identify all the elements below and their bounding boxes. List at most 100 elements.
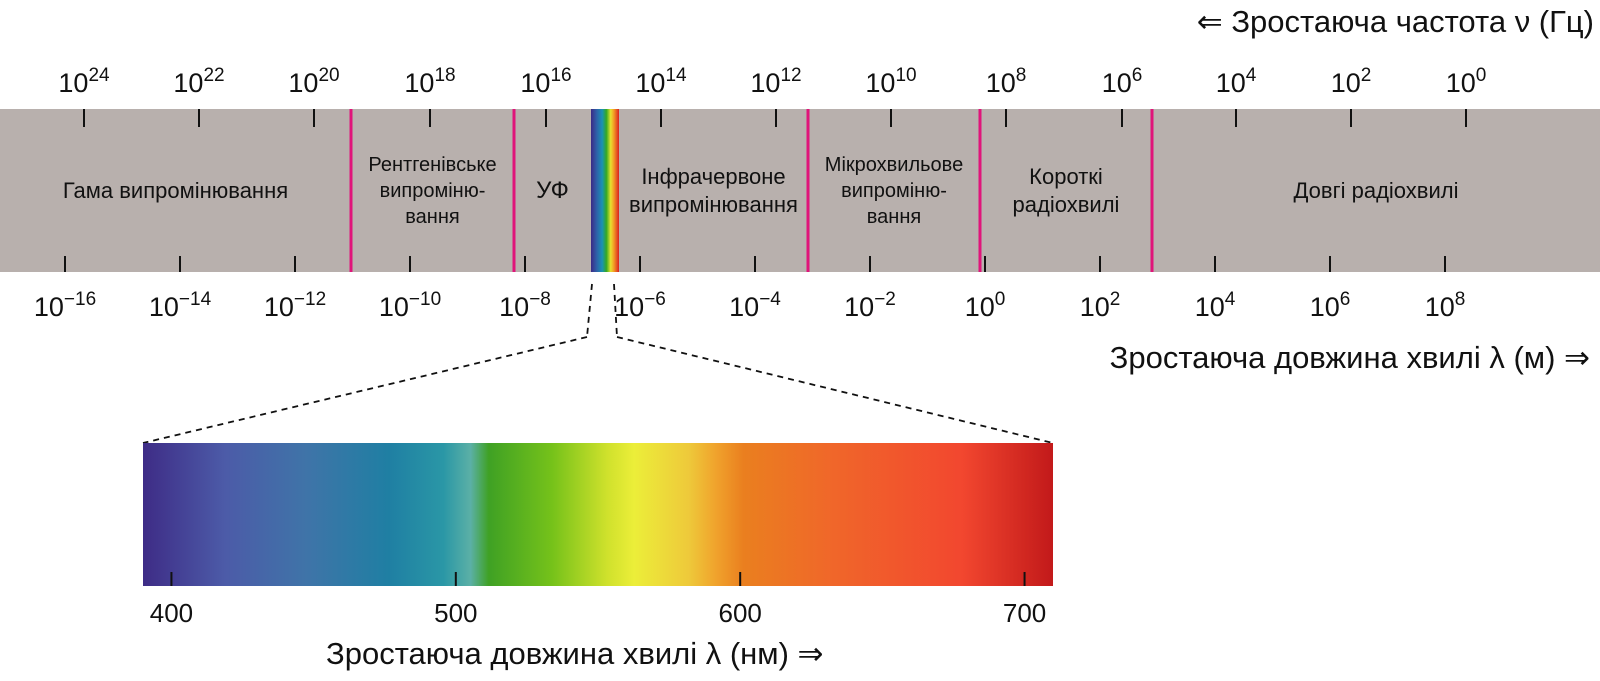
wavelength-tick-label-exponent: −14	[178, 289, 212, 310]
wavelength-tick-label-base: 10	[1424, 292, 1455, 322]
region-label-text: Інфрачервоне випромінювання	[629, 163, 798, 219]
region-label-line: вання	[866, 205, 922, 228]
frequency-tick-label: 1020	[288, 65, 340, 98]
region-label-text: Рентгенівське випроміню-вання	[368, 152, 496, 230]
frequency-tick-label-exponent: 8	[1015, 65, 1027, 86]
wavelength-tick-marks	[64, 256, 1446, 272]
frequency-tick-label: 102	[1330, 66, 1372, 98]
wavelength-tick-label-base: 10	[614, 292, 645, 322]
zoom-guide-line	[616, 336, 1054, 444]
region-label-line: випромінювання	[629, 191, 798, 217]
region-label-line: випроміню-	[379, 179, 486, 202]
zoom-guide-line	[142, 336, 588, 444]
wavelength-tick-label-base: 10	[263, 292, 294, 322]
zoom-guide-lines	[142, 283, 1054, 444]
nm-axis-title: Зростаюча довжина хвилі λ (нм) ⇒	[326, 636, 824, 671]
region-label-line: радіохвилі	[1012, 191, 1120, 217]
region-label-line: Мікрохвильове	[824, 153, 964, 176]
frequency-tick-label: 1022	[173, 65, 225, 98]
wavelength-tick-label: 106	[1309, 289, 1351, 322]
frequency-tick-label-exponent: 24	[88, 65, 110, 86]
frequency-tick-label-base: 10	[288, 68, 319, 98]
wavelength-tick-label-exponent: 8	[1454, 289, 1466, 310]
region-label-text: Гама випромінювання	[63, 177, 288, 205]
region-label-line: Гама випромінювання	[62, 177, 289, 203]
frequency-tick-label-base: 10	[1330, 68, 1361, 98]
region-label-line: вання	[405, 205, 460, 228]
wavelength-tick-label-exponent: 2	[1109, 289, 1121, 310]
frequency-tick-marks	[83, 109, 1467, 127]
region-label-text: Довгі радіохвилі	[1294, 177, 1459, 205]
region-short-radio: Короткі радіохвилі	[980, 109, 1152, 272]
frequency-tick-label-base: 10	[1215, 68, 1246, 98]
frequency-tick-label-exponent: 6	[1131, 65, 1143, 86]
region-boundaries	[349, 109, 1154, 272]
region-label-text: Короткі радіохвилі	[1013, 163, 1120, 219]
wavelength-tick-label: 10−14	[148, 289, 212, 322]
region-label-line: Довгі радіохвилі	[1293, 177, 1459, 203]
region-xray: Рентгенівське випроміню-вання	[351, 109, 514, 272]
wavelength-tick-label-exponent: −2	[874, 289, 896, 310]
wavelength-tick-label-base: 10	[964, 292, 995, 322]
region-uv: УФ	[514, 109, 591, 272]
region-label-text: Мікрохвильове випроміню-вання	[825, 152, 963, 230]
frequency-tick-label-exponent: 20	[318, 65, 340, 86]
frequency-tick-label: 1016	[520, 65, 572, 98]
frequency-tick-label-base: 10	[404, 68, 435, 98]
wavelength-tick-label: 10−4	[729, 289, 781, 322]
wavelength-tick-label: 10−6	[614, 290, 666, 322]
wavelength-tick-label-exponent: −16	[63, 289, 97, 310]
wavelength-tick-label-exponent: −4	[759, 289, 781, 310]
region-long-radio: Довгі радіохвилі	[1152, 109, 1600, 272]
region-label-line: Інфрачервоне	[641, 163, 786, 189]
wavelength-tick-label-base: 10	[729, 292, 760, 322]
frequency-tick-label-base: 10	[750, 68, 781, 98]
spectrum-band	[0, 109, 1600, 272]
wavelength-tick-label-base: 10	[1194, 292, 1225, 322]
wavelength-tick-label-exponent: −10	[408, 289, 442, 310]
frequency-tick-label-exponent: 0	[1475, 65, 1487, 86]
frequency-tick-label-base: 10	[865, 68, 896, 98]
region-infrared: Інфрачервоне випромінювання	[619, 109, 808, 272]
frequency-tick-label-exponent: 16	[550, 65, 572, 86]
wavelength-tick-label-exponent: −8	[529, 289, 551, 310]
wavelength-tick-label-base: 10	[844, 292, 875, 322]
wavelength-tick-label-exponent: 6	[1339, 289, 1351, 310]
frequency-tick-label-exponent: 4	[1245, 65, 1257, 86]
nm-tick-label: 700	[1002, 598, 1047, 628]
wavelength-tick-label-base: 10	[1309, 292, 1340, 322]
wavelength-tick-label: 10−10	[378, 289, 442, 322]
wavelength-tick-label-exponent: 4	[1224, 289, 1236, 310]
nm-tick-label: 500	[434, 598, 478, 628]
frequency-tick-label-exponent: 12	[780, 65, 802, 86]
visible-spectrum-bar	[143, 443, 1053, 586]
frequency-tick-label-exponent: 18	[434, 65, 456, 86]
frequency-tick-label-base: 10	[58, 68, 89, 98]
frequency-tick-label-base: 10	[1445, 68, 1476, 98]
frequency-tick-label-base: 10	[520, 68, 551, 98]
region-gamma: Гама випромінювання	[0, 109, 351, 272]
wavelength-tick-label-base: 10	[499, 292, 530, 322]
frequency-tick-label: 1010	[865, 65, 917, 98]
frequency-tick-label-exponent: 22	[203, 65, 225, 86]
nm-tick-label: 600	[718, 598, 762, 628]
frequency-tick-label-base: 10	[173, 68, 204, 98]
wavelength-tick-label: 10−2	[844, 289, 896, 322]
wavelength-tick-label: 10−12	[263, 290, 326, 322]
wavelength-tick-label: 104	[1194, 289, 1236, 322]
wavelength-tick-label: 108	[1424, 289, 1466, 322]
frequency-tick-label-exponent: 10	[895, 65, 917, 86]
frequency-tick-label-base: 10	[1101, 68, 1132, 98]
wavelength-tick-label: 10−8	[499, 289, 551, 322]
region-label-line: випроміню-	[841, 179, 947, 202]
region-label-line: УФ	[536, 176, 569, 204]
frequency-tick-label: 1024	[58, 65, 110, 98]
wavelength-tick-label-base: 10	[33, 292, 64, 322]
wavelength-tick-label-base: 10	[148, 292, 179, 322]
wavelength-tick-label-exponent: 0	[994, 289, 1006, 310]
frequency-tick-label-base: 10	[985, 68, 1016, 98]
wavelength-tick-label-base: 10	[378, 292, 409, 322]
wavelength-tick-label: 100	[964, 289, 1006, 322]
